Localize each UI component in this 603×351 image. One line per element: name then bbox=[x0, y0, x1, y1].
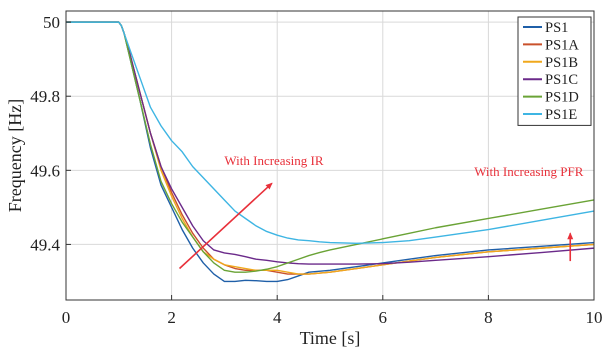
x-tick-label: 10 bbox=[586, 308, 603, 327]
axis-ticks: 0 2 4 6 8 10 49.4 49.6 49.8 50 bbox=[30, 13, 602, 327]
annotation-label: With Increasing PFR bbox=[474, 164, 584, 179]
series-line-ps1d bbox=[66, 21, 595, 273]
legend-label-ps1a: PS1A bbox=[545, 37, 579, 53]
legend-box bbox=[517, 16, 592, 126]
annotation-label: With Increasing IR bbox=[224, 153, 323, 168]
legend-label-ps1: PS1 bbox=[545, 20, 568, 36]
y-axis-label: Frequency [Hz] bbox=[5, 99, 25, 212]
legend-label-ps1b: PS1B bbox=[545, 55, 578, 71]
legend-label-ps1d: PS1D bbox=[545, 90, 579, 106]
series-lines bbox=[66, 21, 595, 283]
x-tick-label: 4 bbox=[273, 308, 282, 327]
x-tick-label: 0 bbox=[62, 308, 71, 327]
legend-label-ps1c: PS1C bbox=[545, 72, 578, 88]
plot-frame bbox=[65, 10, 595, 301]
x-axis-label: Time [s] bbox=[300, 328, 361, 348]
legend-label-ps1e: PS1E bbox=[545, 107, 577, 123]
annotations: With Increasing IR With Increasing PFR bbox=[178, 153, 584, 270]
x-tick-label: 6 bbox=[379, 308, 388, 327]
series-line-ps1e bbox=[66, 21, 595, 245]
y-tick-label: 49.4 bbox=[30, 235, 60, 254]
y-tick-label: 50 bbox=[43, 13, 60, 32]
series-line-ps1c bbox=[66, 21, 595, 265]
annotation-arrow bbox=[178, 182, 273, 270]
x-tick-label: 8 bbox=[484, 308, 493, 327]
x-tick-label: 2 bbox=[167, 308, 176, 327]
y-tick-label: 49.8 bbox=[30, 87, 60, 106]
y-tick-label: 49.6 bbox=[30, 161, 60, 180]
grid-lines bbox=[66, 11, 594, 300]
